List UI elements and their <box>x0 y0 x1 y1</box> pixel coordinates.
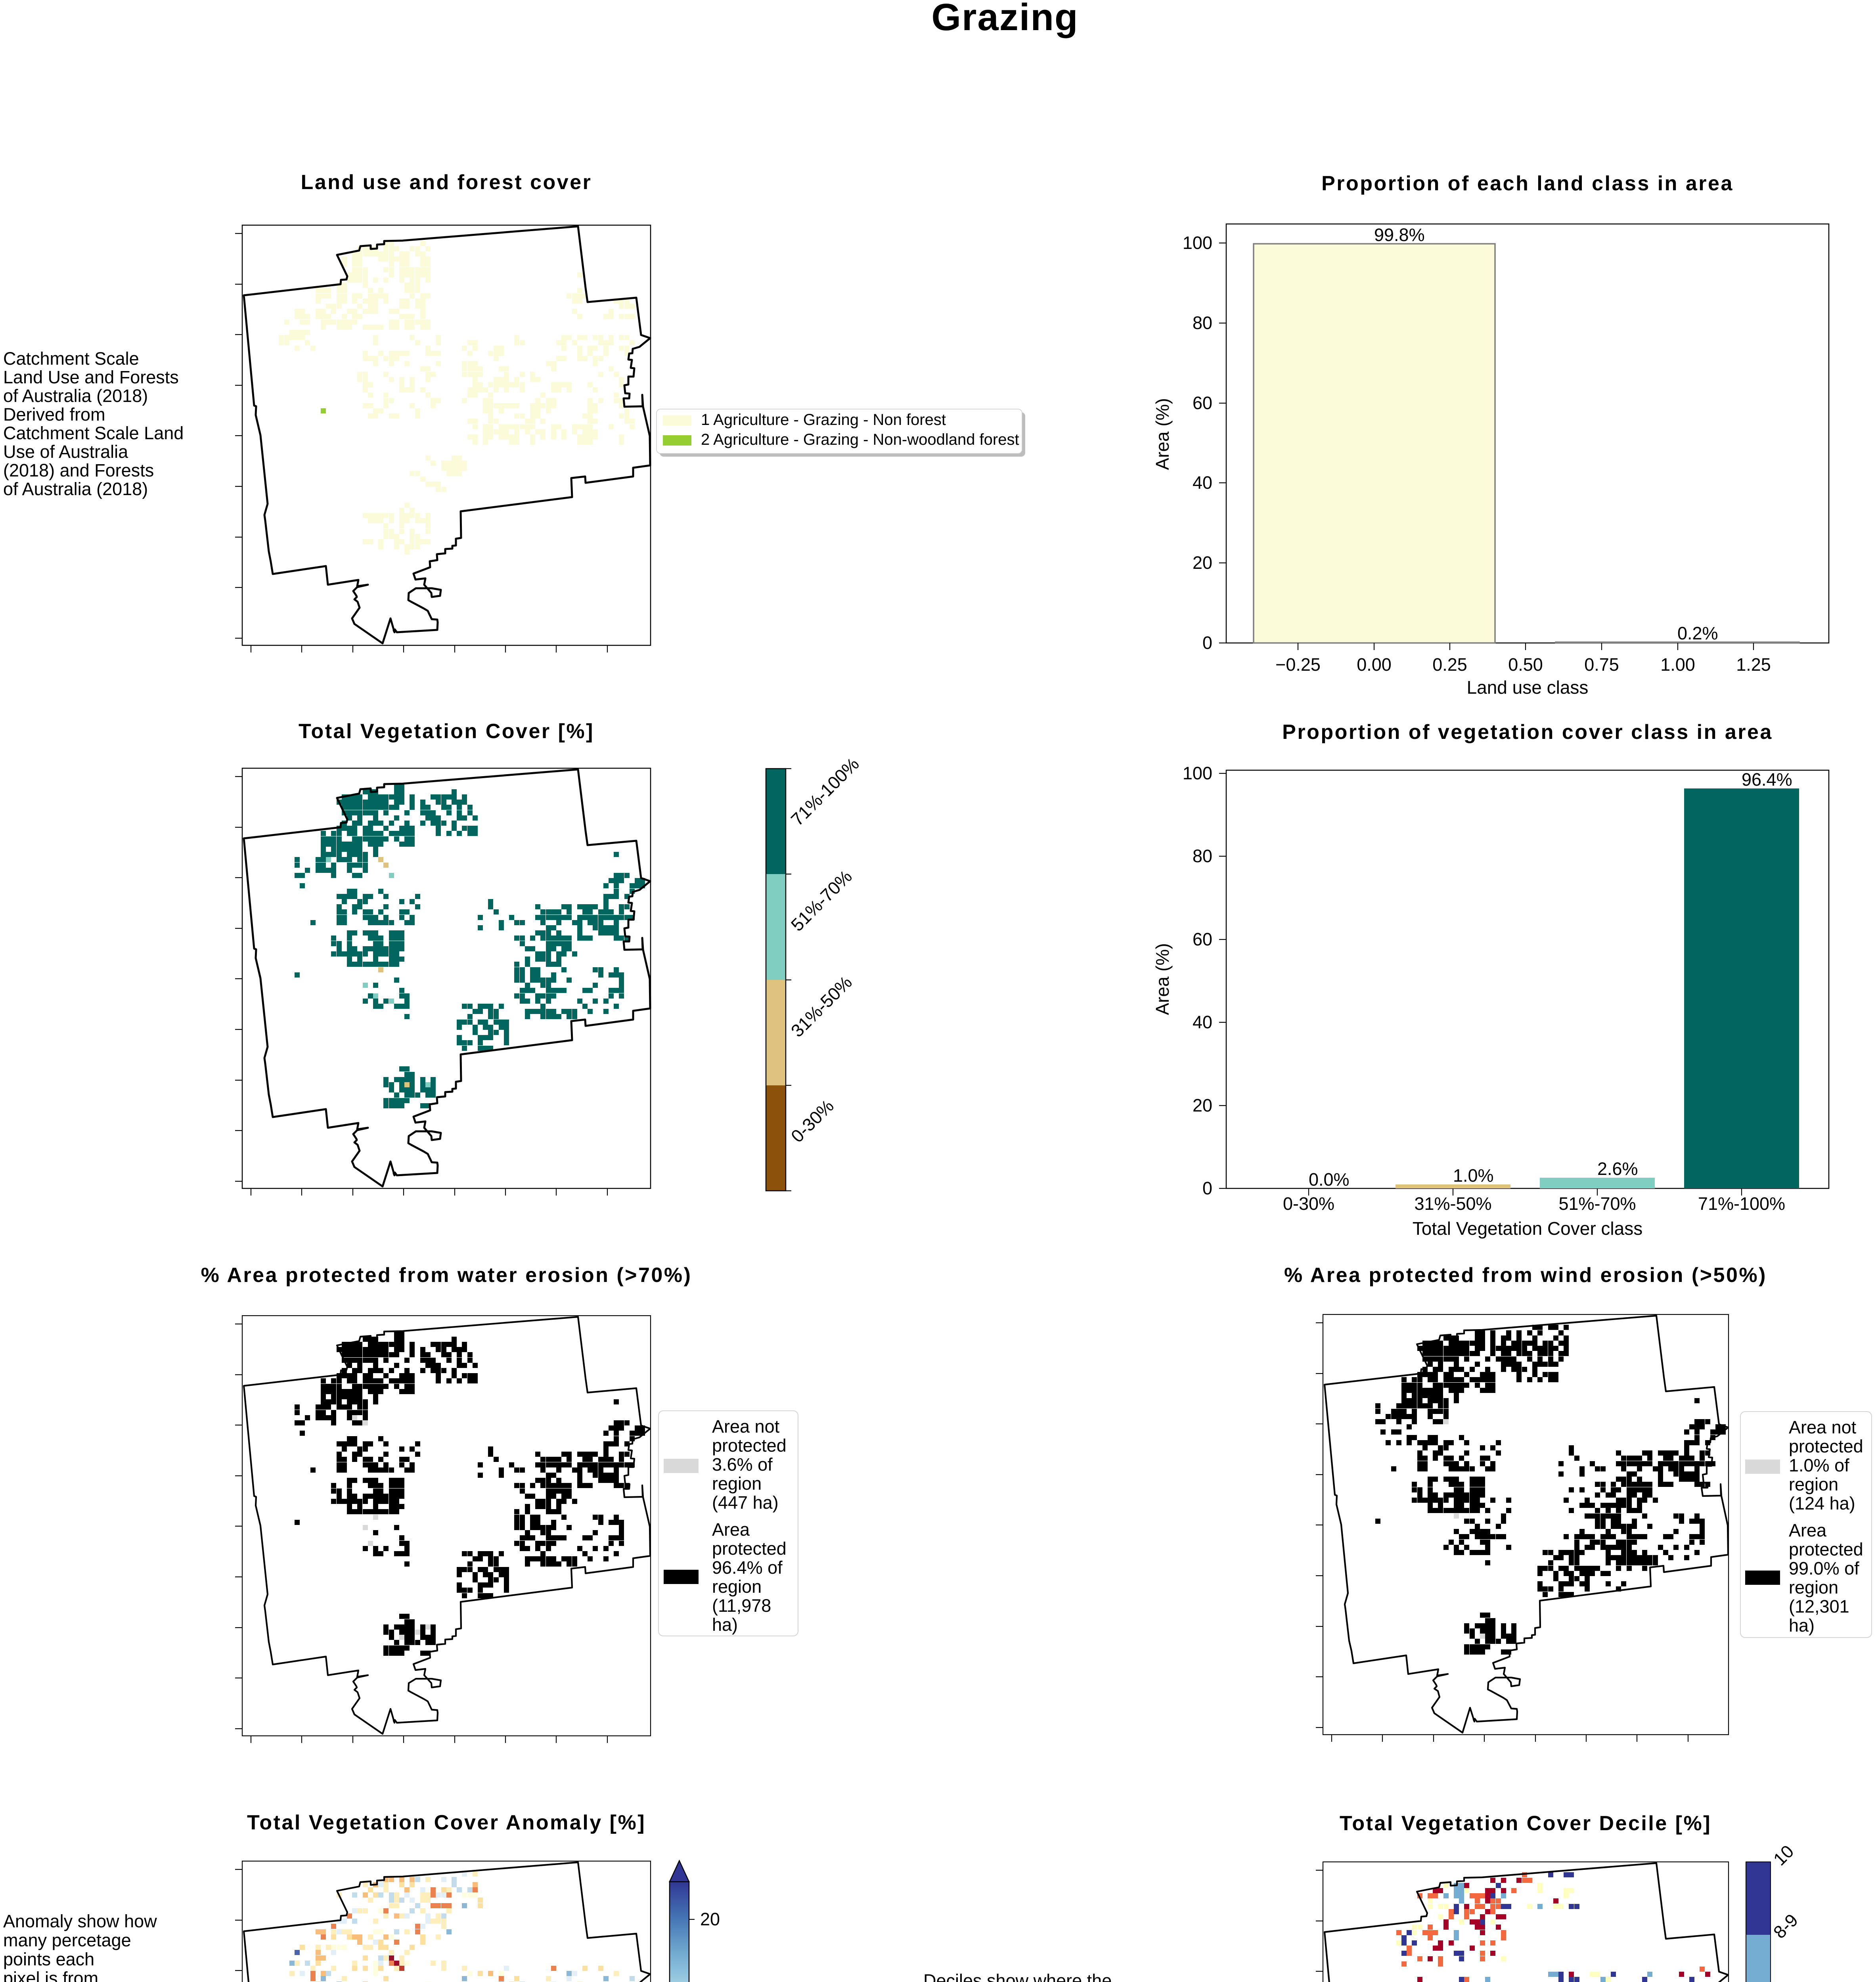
svg-text:of Australia (2018): of Australia (2018) <box>3 386 148 406</box>
svg-text:Total Vegetation Cover class: Total Vegetation Cover class <box>1413 1218 1642 1239</box>
svg-text:many percetage: many percetage <box>3 1930 131 1950</box>
svg-text:40: 40 <box>1193 1012 1212 1032</box>
svg-text:60: 60 <box>1193 393 1212 413</box>
svg-text:% Area protected from water er: % Area protected from water erosion (>70… <box>201 1264 692 1287</box>
svg-text:0-30%: 0-30% <box>1283 1194 1334 1214</box>
svg-text:of Australia (2018): of Australia (2018) <box>3 479 148 499</box>
svg-text:20: 20 <box>700 1909 720 1929</box>
svg-text:40: 40 <box>1193 473 1212 493</box>
svg-text:protected: protected <box>712 1435 787 1456</box>
svg-text:51%-70%: 51%-70% <box>1558 1194 1636 1214</box>
svg-text:Catchment Scale: Catchment Scale <box>3 348 139 369</box>
svg-text:(124 ha): (124 ha) <box>1789 1493 1855 1513</box>
svg-text:0.00: 0.00 <box>1357 654 1392 675</box>
svg-text:0.75: 0.75 <box>1584 654 1619 675</box>
svg-text:ha): ha) <box>712 1615 738 1635</box>
svg-text:ha): ha) <box>1789 1615 1815 1636</box>
svg-text:Total Vegetation Cover Decile: Total Vegetation Cover Decile [%] <box>1340 1812 1711 1835</box>
svg-text:Area: Area <box>1789 1520 1827 1540</box>
svg-text:Land use and forest cover: Land use and forest cover <box>301 171 592 194</box>
svg-text:96.4%: 96.4% <box>1742 769 1792 790</box>
svg-text:60: 60 <box>1193 929 1212 949</box>
svg-text:Land use class: Land use class <box>1467 677 1589 698</box>
svg-text:1.0% of: 1.0% of <box>1789 1455 1849 1475</box>
svg-text:Deciles show where the: Deciles show where the <box>923 1971 1112 1982</box>
svg-text:Land Use and Forests: Land Use and Forests <box>3 367 179 387</box>
svg-text:20: 20 <box>1193 553 1212 573</box>
svg-text:−0.25: −0.25 <box>1275 654 1321 675</box>
svg-text:points each: points each <box>3 1949 94 1969</box>
svg-text:2 Agriculture - Grazing - Non-: 2 Agriculture - Grazing - Non-woodland f… <box>701 431 1019 448</box>
svg-text:0: 0 <box>1202 633 1212 653</box>
svg-text:Grazing: Grazing <box>931 0 1078 38</box>
svg-text:protected: protected <box>1789 1539 1863 1559</box>
svg-text:99.0% of: 99.0% of <box>1789 1558 1859 1578</box>
svg-text:80: 80 <box>1193 846 1212 866</box>
svg-text:protected: protected <box>1789 1436 1863 1456</box>
svg-text:Catchment Scale Land: Catchment Scale Land <box>3 423 184 443</box>
svg-text:% Area protected from wind ero: % Area protected from wind erosion (>50%… <box>1284 1264 1767 1287</box>
svg-text:(11,978: (11,978 <box>712 1596 771 1616</box>
svg-text:1.25: 1.25 <box>1736 654 1771 675</box>
svg-text:20: 20 <box>1193 1095 1212 1115</box>
svg-text:Proportion of each land class: Proportion of each land class in area <box>1321 172 1734 195</box>
svg-text:2.6%: 2.6% <box>1597 1159 1638 1179</box>
svg-text:99.8%: 99.8% <box>1374 225 1425 245</box>
svg-text:1.0%: 1.0% <box>1453 1165 1494 1186</box>
svg-text:3.6% of: 3.6% of <box>712 1454 773 1475</box>
svg-text:Use of Australia: Use of Australia <box>3 442 128 462</box>
svg-text:Derived from: Derived from <box>3 404 105 425</box>
svg-text:1.00: 1.00 <box>1660 654 1695 675</box>
svg-text:100: 100 <box>1183 763 1212 783</box>
svg-text:100: 100 <box>1183 233 1212 253</box>
svg-text:Area (%): Area (%) <box>1152 398 1173 470</box>
svg-text:Area: Area <box>712 1519 750 1540</box>
svg-text:0.25: 0.25 <box>1432 654 1467 675</box>
svg-text:Area (%): Area (%) <box>1152 943 1173 1015</box>
svg-text:Proportion of vegetation cover: Proportion of vegetation cover class in … <box>1282 721 1773 744</box>
svg-text:0: 0 <box>1202 1178 1212 1198</box>
svg-text:31%-50%: 31%-50% <box>1414 1194 1491 1214</box>
svg-text:region: region <box>712 1576 762 1597</box>
svg-text:Area not: Area not <box>1789 1417 1857 1437</box>
svg-text:Total Vegetation Cover Anomaly: Total Vegetation Cover Anomaly [%] <box>247 1811 646 1834</box>
svg-text:Area not: Area not <box>712 1416 780 1437</box>
svg-text:0.2%: 0.2% <box>1677 623 1718 643</box>
svg-text:region: region <box>712 1473 762 1494</box>
svg-text:96.4% of: 96.4% of <box>712 1557 783 1578</box>
svg-text:protected: protected <box>712 1538 787 1559</box>
svg-text:80: 80 <box>1193 313 1212 333</box>
svg-text:region: region <box>1789 1474 1838 1494</box>
svg-text:(12,301: (12,301 <box>1789 1596 1849 1617</box>
svg-text:Total Vegetation Cover [%]: Total Vegetation Cover [%] <box>299 720 594 743</box>
svg-text:pixel is from: pixel is from <box>3 1968 98 1982</box>
svg-text:0.0%: 0.0% <box>1309 1169 1350 1190</box>
svg-text:(447 ha): (447 ha) <box>712 1492 779 1513</box>
svg-text:region: region <box>1789 1577 1838 1597</box>
svg-text:Anomaly show how: Anomaly show how <box>3 1911 157 1931</box>
svg-text:1 Agriculture - Grazing - Non: 1 Agriculture - Grazing - Non forest <box>701 411 946 429</box>
svg-text:0.50: 0.50 <box>1508 654 1543 675</box>
svg-text:71%-100%: 71%-100% <box>1698 1194 1785 1214</box>
svg-text:(2018) and Forests: (2018) and Forests <box>3 460 154 480</box>
